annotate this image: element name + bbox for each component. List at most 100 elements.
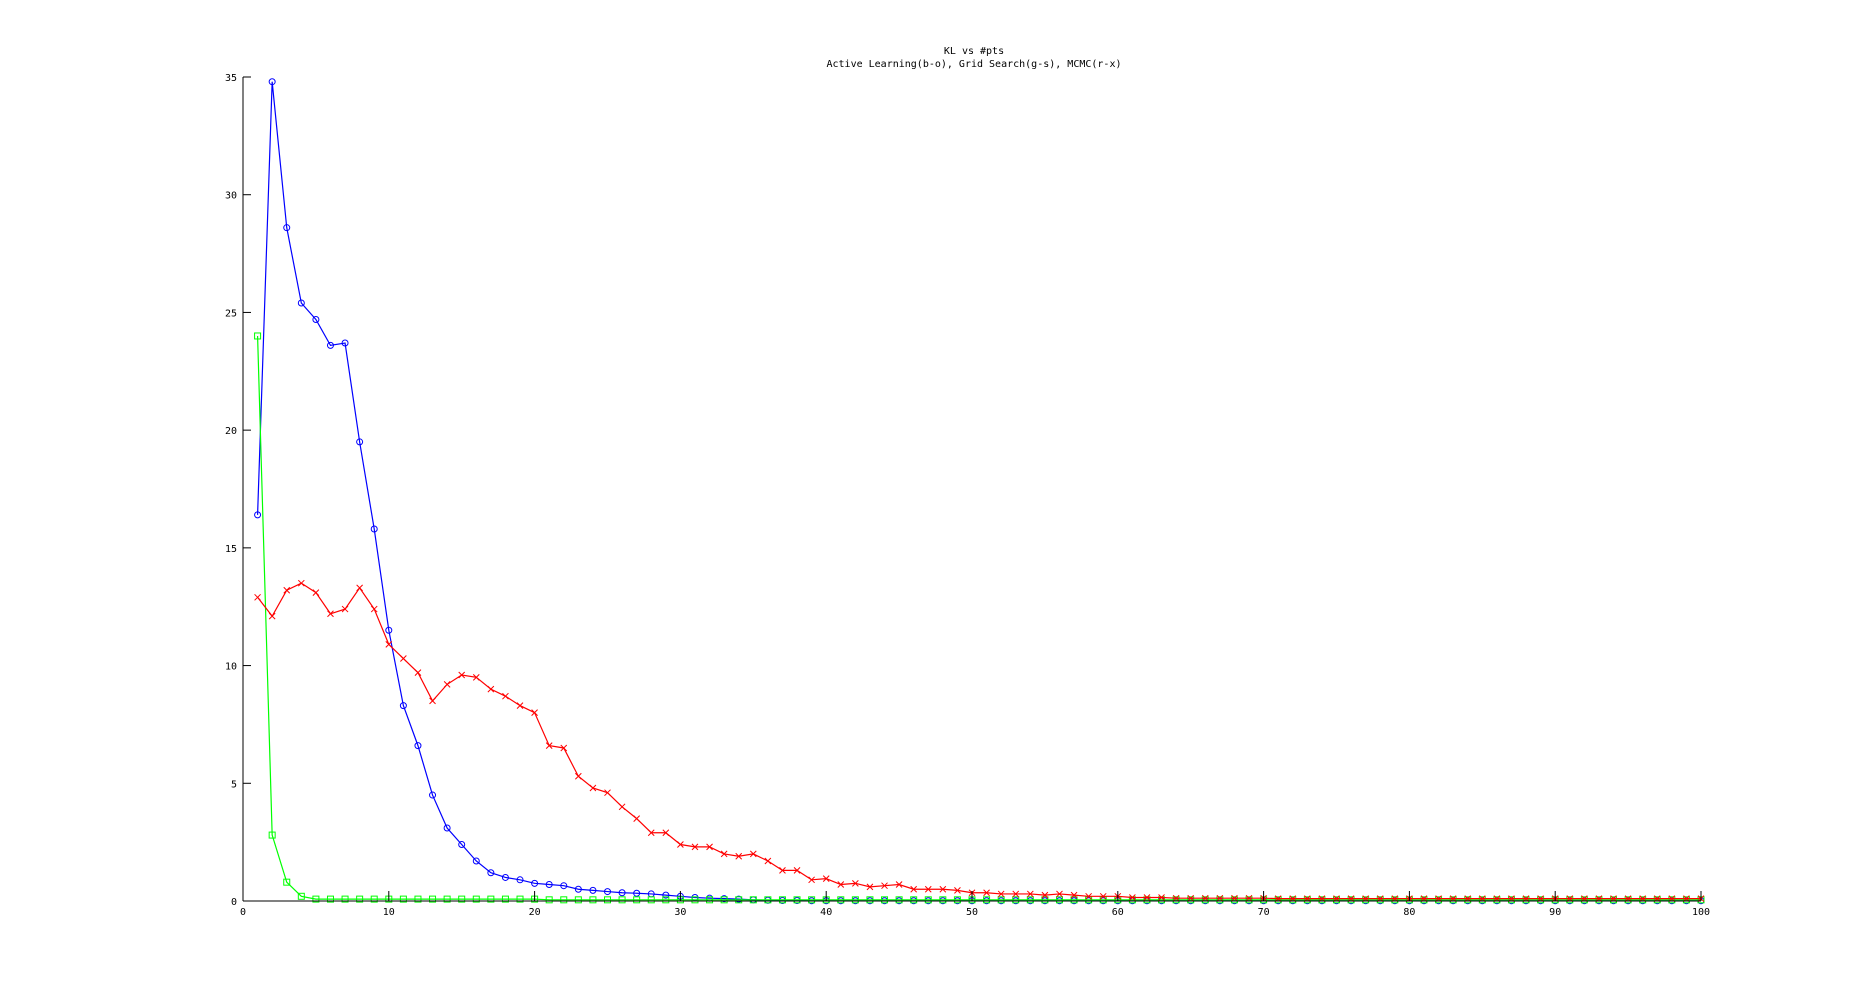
series-1-line: [256, 335, 1701, 901]
series-1-point: [1653, 896, 1661, 904]
x-tick-label: 80: [1403, 907, 1415, 918]
series-1-point: [414, 895, 422, 903]
series-1-point: [895, 896, 903, 904]
series-1-point: [399, 895, 407, 903]
series-2-point: [852, 879, 859, 887]
y-tick-label: 35: [225, 73, 237, 84]
series-1-point: [633, 896, 641, 904]
series-2-point: [458, 671, 466, 679]
series-2-point: [283, 586, 291, 594]
series-2-point: [1201, 894, 1209, 902]
series-2-point: [1187, 894, 1195, 902]
series-2-point: [414, 669, 422, 676]
series-2-point: [706, 843, 713, 851]
series-1-point: [1303, 896, 1311, 904]
series-2-point: [647, 829, 655, 837]
series-2-point: [822, 875, 830, 882]
series-1-point: [1566, 896, 1574, 904]
x-tick-label: 50: [966, 907, 978, 918]
series-2-point: [779, 867, 786, 874]
series-1-point: [1245, 896, 1253, 904]
x-tick-label: 60: [1112, 907, 1124, 918]
series-2-point: [429, 697, 436, 705]
x-tick-label: 10: [383, 907, 395, 918]
series-1-point: [837, 896, 845, 904]
series-1-point: [312, 895, 320, 903]
series-2-point: [939, 885, 947, 893]
series-0-point: [429, 791, 437, 799]
series-1-point: [1362, 896, 1370, 904]
series-2-point: [604, 789, 611, 797]
series-1-point: [881, 896, 889, 904]
series-1-point: [1420, 896, 1428, 904]
series-0-point: [633, 889, 641, 897]
series-2-point: [808, 876, 815, 884]
series-2-point: [1056, 890, 1063, 898]
series-1-point: [662, 896, 670, 904]
series-0-point: [545, 881, 553, 889]
series-2-point: [735, 852, 743, 860]
series-0: [254, 78, 1705, 905]
series-0-point: [414, 742, 422, 750]
series-1-point: [1187, 896, 1195, 904]
series-1-point: [1230, 896, 1238, 904]
series-0-point: [618, 889, 626, 897]
series-1-point: [268, 831, 276, 839]
series-0-point: [385, 626, 393, 634]
series-1-point: [720, 896, 728, 904]
series-1-point: [691, 896, 699, 904]
series-2-point: [400, 655, 407, 662]
series-2-point: [1172, 894, 1180, 902]
series-1-point: [560, 896, 568, 904]
series-2-point: [443, 681, 451, 688]
series-1: [254, 332, 1705, 904]
series-1-point: [458, 895, 466, 903]
series-0-point: [458, 840, 466, 848]
series-0-point: [574, 885, 582, 893]
series-1-point: [283, 878, 291, 886]
series-2-point: [910, 885, 918, 893]
series-0-line: [256, 81, 1701, 902]
series-0-point: [283, 224, 291, 232]
series-1-point: [589, 896, 597, 904]
series-2-point: [983, 889, 990, 897]
series-0-point: [399, 702, 407, 710]
series-1-point: [1201, 896, 1209, 904]
series-2-point: [793, 867, 801, 874]
series-2: [254, 579, 1705, 902]
series-1-point: [1682, 896, 1690, 904]
series-0-point: [254, 511, 262, 519]
series-2-point: [545, 742, 553, 749]
series-1-point: [1464, 896, 1472, 904]
series-2-point: [589, 784, 597, 792]
series-1-point: [1041, 896, 1049, 904]
series-2-point: [764, 857, 772, 865]
y-tick-label: 25: [225, 308, 237, 319]
axes: 0 10 20 30 40 50 60 70 80 90 100 0 5 10 15 20 25 30 35: [225, 73, 1710, 918]
y-tick-label: 10: [225, 662, 237, 673]
series-0-point: [560, 882, 568, 890]
series-1-point: [1289, 896, 1297, 904]
series-layer: [254, 78, 1705, 905]
series-2-point: [881, 882, 888, 890]
series-0-point: [326, 341, 334, 349]
series-1-point: [1376, 896, 1384, 904]
x-tick-label: 70: [1258, 907, 1270, 918]
series-0-point: [589, 886, 597, 894]
x-tick-label: 30: [674, 907, 686, 918]
series-0-point: [531, 879, 539, 887]
series-1-point: [983, 896, 991, 904]
series-1-point: [1026, 896, 1034, 904]
series-2-point: [327, 610, 334, 618]
series-1-point: [764, 896, 772, 904]
series-1-point: [429, 895, 437, 903]
series-2-point: [370, 605, 378, 613]
series-0-point: [487, 869, 495, 877]
series-2-point: [720, 850, 728, 858]
y-tick-label: 15: [225, 544, 237, 555]
series-2-point: [997, 890, 1005, 898]
series-0-point: [268, 78, 276, 86]
series-2-point: [560, 744, 568, 752]
series-2-point: [268, 612, 276, 620]
